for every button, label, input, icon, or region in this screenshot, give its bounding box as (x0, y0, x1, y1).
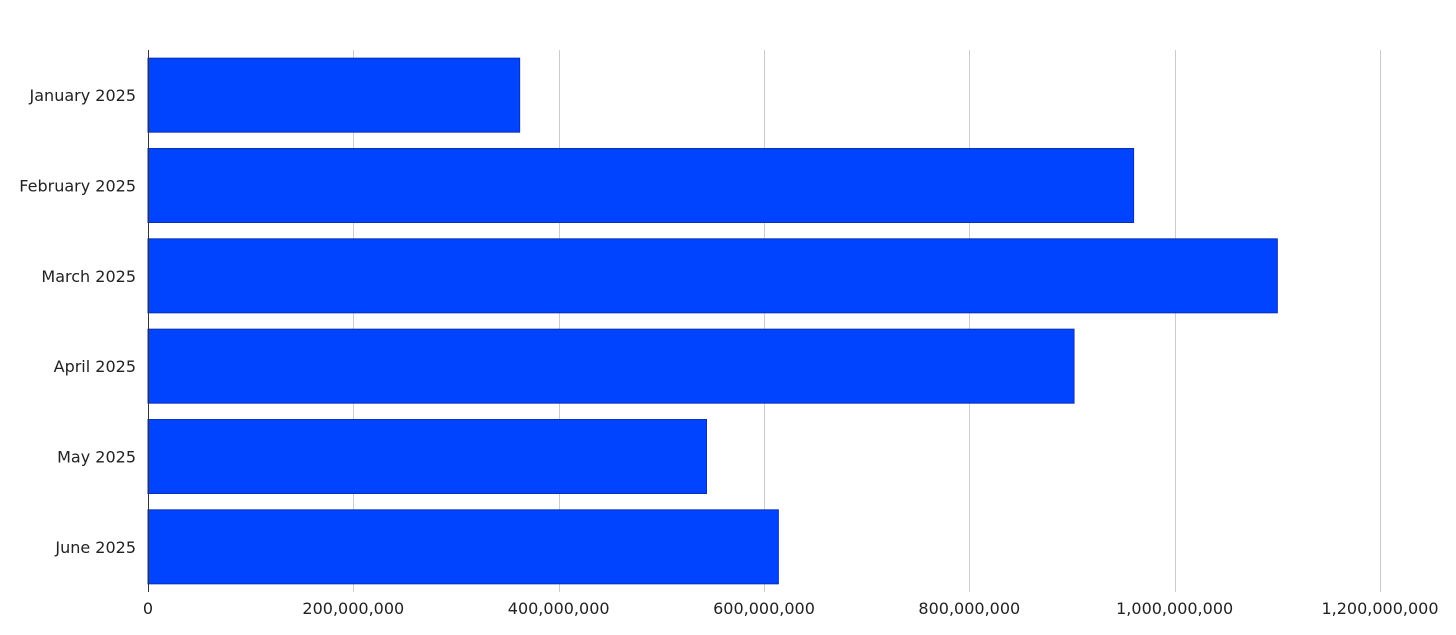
x-tick-label-2: 400,000,000 (508, 599, 610, 618)
x-tick-labels: 0 200,000,000 400,000,000 600,000,000 800,00… (143, 599, 1439, 618)
bar-1 (147, 57, 521, 133)
x-tick-label-6: 1,200,000,000 (1321, 599, 1438, 618)
y-tick-label-3: March 2025 (41, 267, 136, 286)
y-tick-label-6: June 2025 (54, 538, 136, 557)
y-tick-label-5: May 2025 (57, 448, 136, 467)
bar-6 (147, 509, 779, 585)
x-tick-label-1: 200,000,000 (302, 599, 404, 618)
bar-4 (147, 328, 1075, 404)
x-tick-label-0: 0 (143, 599, 153, 618)
y-tick-label-2: February 2025 (19, 177, 136, 196)
bar-2 (147, 148, 1135, 223)
y-tick-label-1: January 2025 (29, 86, 136, 105)
y-tick-label-4: April 2025 (54, 357, 136, 376)
x-tick-label-3: 600,000,000 (713, 599, 815, 618)
x-tick-label-4: 800,000,000 (918, 599, 1020, 618)
bar-3 (147, 238, 1278, 314)
x-tick-label-5: 1,000,000,000 (1116, 599, 1233, 618)
bar-5 (147, 419, 708, 494)
grid-lines (353, 50, 1381, 592)
bars (147, 57, 1278, 585)
y-tick-labels: January 2025 February 2025 March 2025 April… (19, 86, 136, 557)
